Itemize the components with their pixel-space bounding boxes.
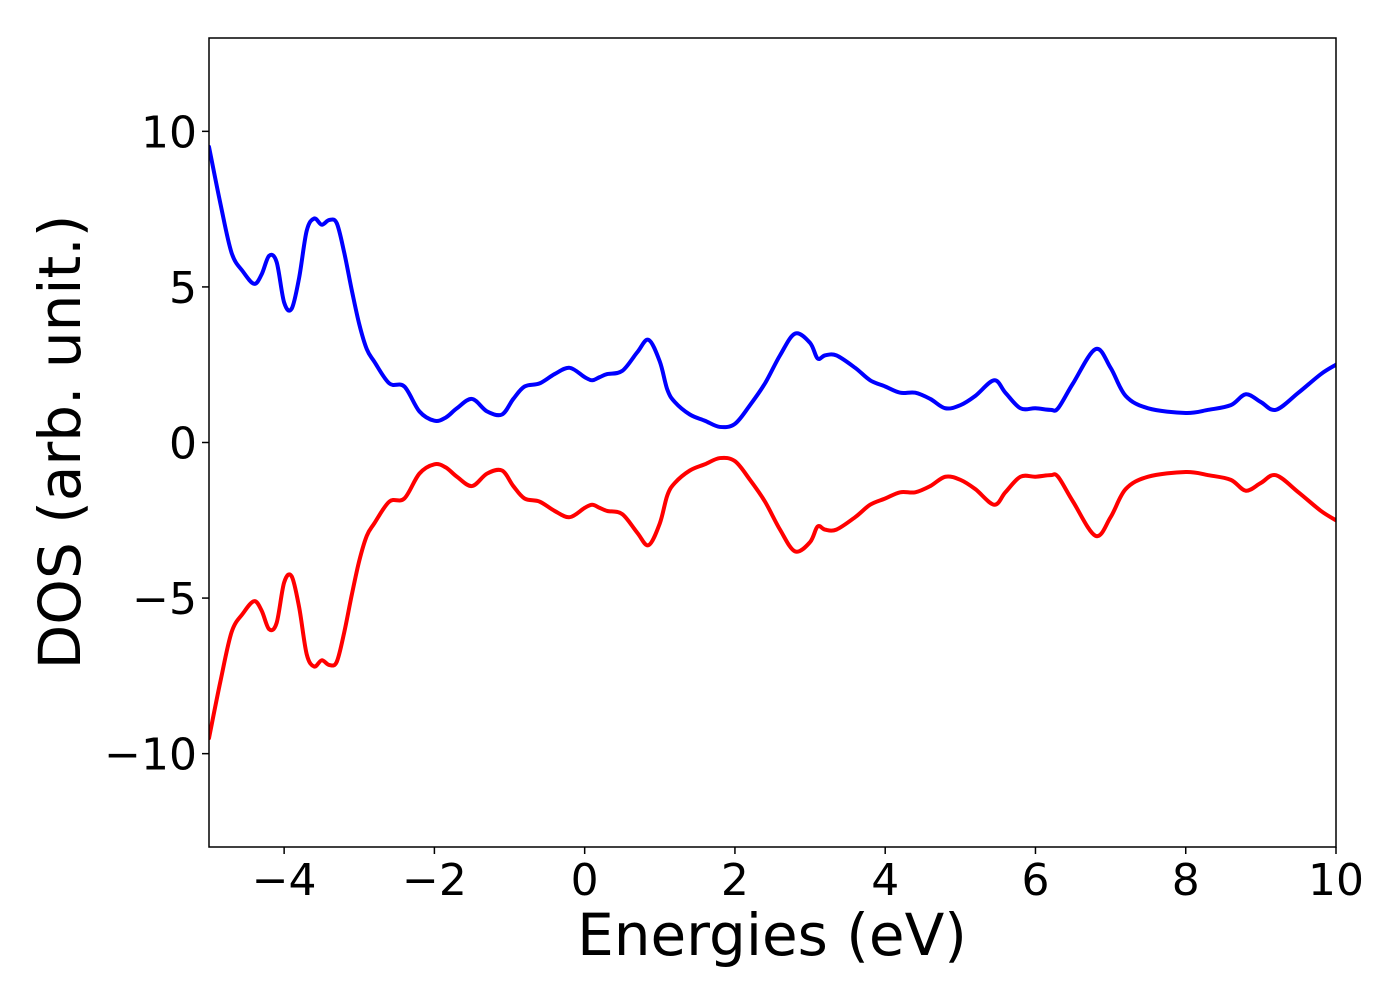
x-tick-label: 8 bbox=[1172, 855, 1200, 906]
x-tick-label: 6 bbox=[1021, 855, 1049, 906]
x-tick-label: 0 bbox=[571, 855, 599, 906]
x-tick-label: 2 bbox=[721, 855, 749, 906]
y-tick-label: −5 bbox=[132, 574, 197, 625]
x-tick-label: −2 bbox=[402, 855, 467, 906]
x-tick-label: 4 bbox=[871, 855, 899, 906]
series-line-0 bbox=[209, 144, 1336, 430]
y-axis-title: DOS (arb. unit.) bbox=[26, 215, 94, 670]
plot-frame bbox=[208, 37, 1337, 848]
y-axis-ticks: 10 5 0 −5 −10 bbox=[104, 107, 209, 781]
y-tick-label: 5 bbox=[169, 263, 197, 314]
series-line-1 bbox=[209, 455, 1336, 741]
x-axis-ticks: −4 −2 0 2 4 6 8 10 bbox=[252, 847, 1364, 906]
x-tick-label: −4 bbox=[252, 855, 317, 906]
x-tick-label: 10 bbox=[1308, 855, 1364, 906]
y-tick-label: 0 bbox=[169, 419, 197, 470]
y-tick-label: 10 bbox=[141, 107, 197, 158]
x-axis-title: Energies (eV) bbox=[577, 901, 967, 969]
series-layer bbox=[209, 144, 1336, 741]
y-tick-label: −10 bbox=[104, 730, 197, 781]
